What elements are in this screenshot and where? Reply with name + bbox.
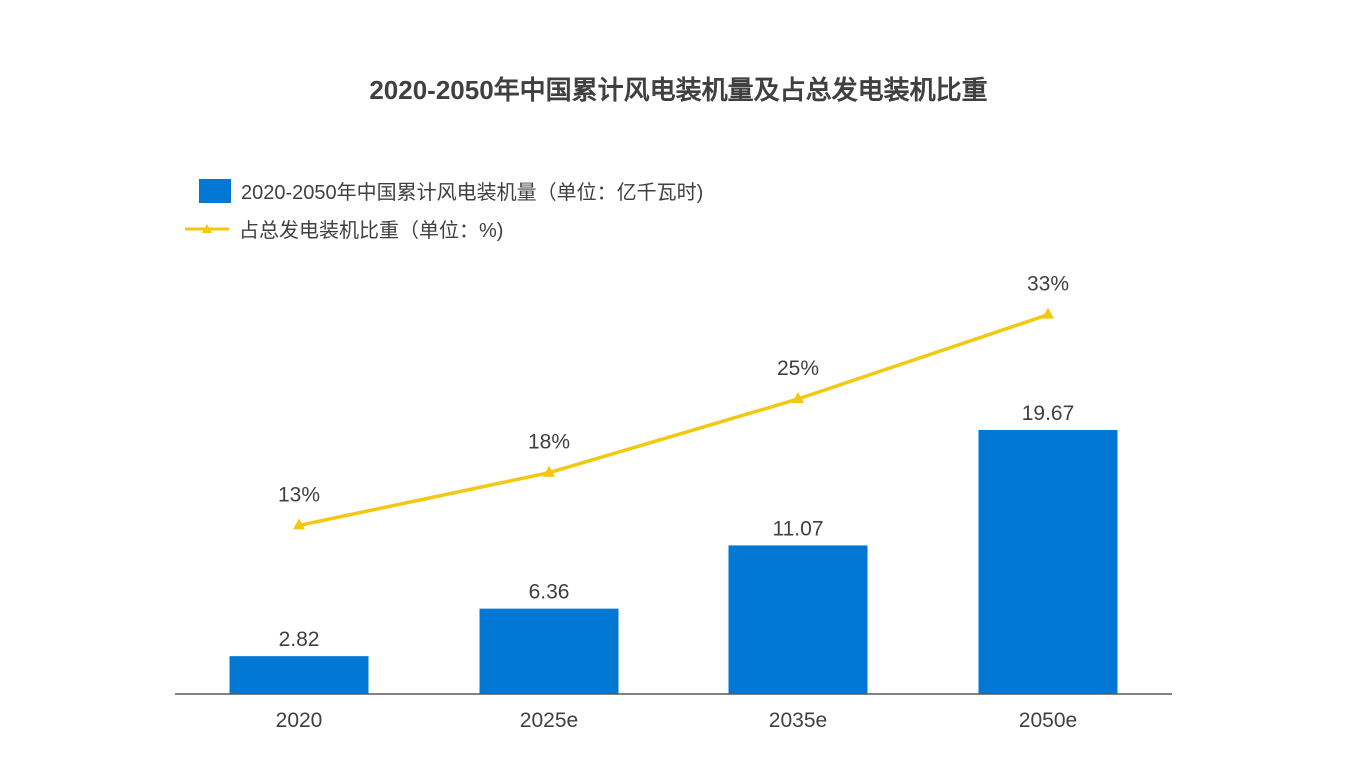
bar-value-label-2035e: 11.07: [773, 517, 824, 540]
line-marker-2020: [293, 518, 305, 530]
legend-swatch-bar: [199, 178, 231, 203]
line-marker-2050e: [1042, 307, 1054, 319]
bar-value-label-2025e: 6.36: [529, 581, 570, 604]
x-tick-label-2050e: 2050e: [1019, 709, 1077, 732]
bar-value-label-2020: 2.82: [279, 628, 320, 651]
line-marker-2035e: [792, 391, 804, 403]
line-value-label-2050e: 33%: [1027, 273, 1069, 296]
legend-label-share: 占总发电装机比重（单位：%): [239, 220, 504, 242]
line-value-label-2035e: 25%: [777, 357, 819, 380]
bar-2050e: [978, 430, 1118, 694]
share-line: [298, 313, 1049, 528]
chart-title: 2020-2050年中国累计风电装机量及占总发电装机比重: [369, 75, 988, 105]
bar-2035e: [728, 545, 868, 694]
line-value-label-2025e: 18%: [528, 431, 570, 454]
bar-2025e: [479, 608, 619, 694]
legend-item-share: 占总发电装机比重（单位：%): [185, 214, 503, 243]
legend-swatch-line: [185, 223, 229, 233]
x-tick-label-2035e: 2035e: [769, 709, 827, 732]
legend-item-installed-capacity: 2020-2050年中国累计风电装机量（单位：亿千瓦时): [199, 176, 703, 205]
legend-label-installed-capacity: 2020-2050年中国累计风电装机量（单位：亿千瓦时): [241, 182, 704, 204]
x-tick-label-2020: 2020: [276, 709, 323, 732]
line-value-label-2020: 13%: [278, 483, 320, 506]
bar-value-label-2050e: 19.67: [1022, 402, 1075, 425]
bar-2020: [229, 656, 369, 694]
line-marker-2025e: [543, 465, 555, 477]
x-tick-label-2025e: 2025e: [520, 709, 578, 732]
